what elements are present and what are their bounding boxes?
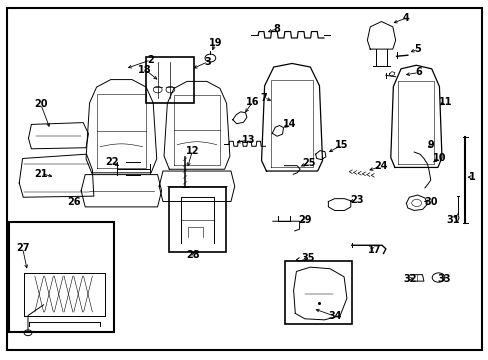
- Bar: [9, 222, 114, 332]
- Text: 18: 18: [138, 64, 152, 75]
- Text: 21: 21: [34, 168, 47, 179]
- Text: 22: 22: [105, 157, 119, 167]
- Text: 12: 12: [185, 146, 199, 156]
- Text: 4: 4: [402, 13, 409, 23]
- Text: 34: 34: [328, 311, 341, 321]
- Text: 16: 16: [245, 97, 259, 107]
- Text: 8: 8: [273, 24, 280, 34]
- Text: 2: 2: [147, 55, 154, 65]
- Bar: [168, 187, 226, 252]
- Text: 10: 10: [432, 153, 446, 163]
- Text: 31: 31: [446, 215, 459, 225]
- Text: 14: 14: [282, 120, 296, 129]
- Text: 20: 20: [34, 99, 47, 109]
- Text: 32: 32: [403, 274, 416, 284]
- Text: 35: 35: [301, 253, 314, 263]
- Text: 23: 23: [349, 195, 363, 205]
- Bar: [285, 261, 351, 324]
- Text: 17: 17: [367, 245, 381, 255]
- Text: 3: 3: [204, 57, 211, 67]
- Text: 24: 24: [373, 161, 387, 171]
- Text: 28: 28: [186, 250, 200, 260]
- Text: 7: 7: [260, 93, 267, 103]
- Text: 11: 11: [438, 97, 452, 107]
- Text: 30: 30: [423, 197, 437, 207]
- Bar: [146, 57, 193, 103]
- Text: 13: 13: [241, 135, 255, 145]
- Text: 5: 5: [414, 44, 421, 54]
- Text: 33: 33: [437, 274, 450, 284]
- Text: 6: 6: [415, 67, 422, 77]
- Text: 1: 1: [468, 172, 475, 182]
- Text: 15: 15: [335, 140, 348, 150]
- Text: 29: 29: [298, 215, 311, 225]
- Text: 19: 19: [208, 38, 222, 48]
- Text: 27: 27: [16, 243, 29, 253]
- Text: 26: 26: [67, 197, 81, 207]
- Text: 9: 9: [427, 140, 433, 150]
- Text: 25: 25: [302, 158, 315, 168]
